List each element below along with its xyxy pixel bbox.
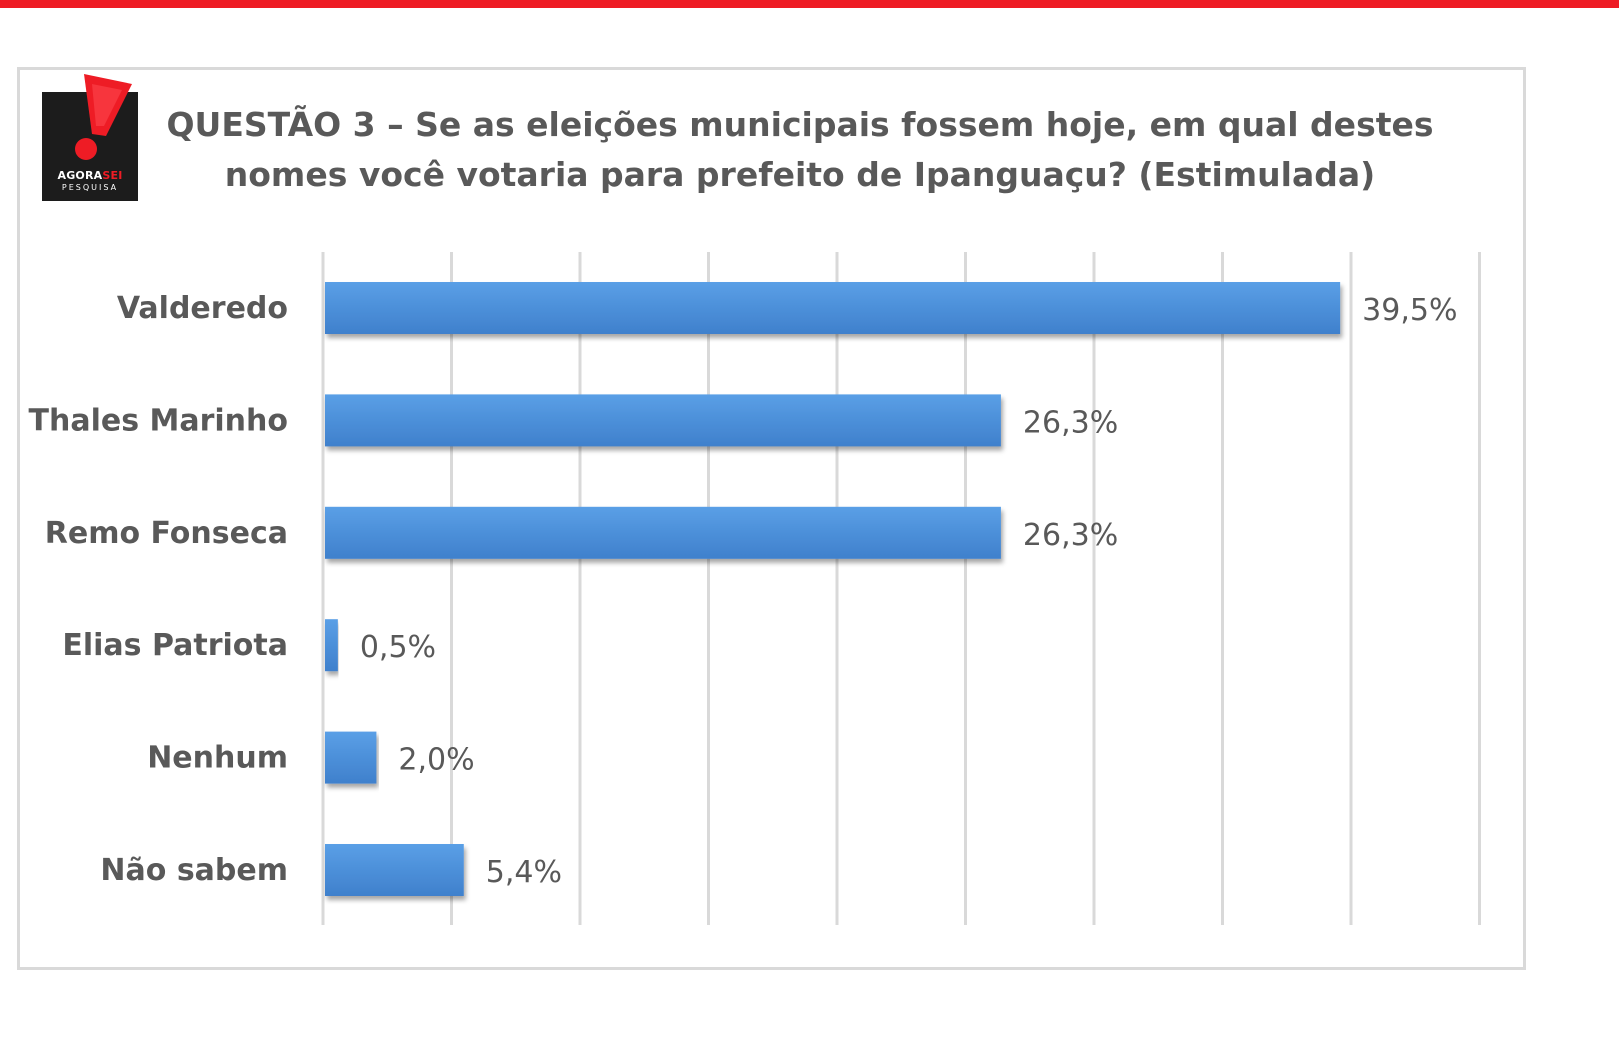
gridlines xyxy=(321,252,1481,925)
chart-title-line-1: QUESTÃO 3 – Se as eleições municipais fo… xyxy=(166,105,1434,144)
logo-brand-text: AGORASEI xyxy=(57,169,123,182)
value-label: 5,4% xyxy=(486,855,562,890)
bar xyxy=(325,844,464,896)
chart-title: QUESTÃO 3 – Se as eleições municipais fo… xyxy=(150,100,1450,200)
bar xyxy=(325,506,1001,559)
category-label: Thales Marinho xyxy=(29,403,289,438)
top-accent-bar xyxy=(0,0,1619,8)
exclamation-mark-icon xyxy=(75,74,132,160)
value-label: 26,3% xyxy=(1023,405,1118,440)
agorasei-logo: AGORASEI PESQUISA xyxy=(42,74,138,201)
value-label: 26,3% xyxy=(1023,518,1118,553)
category-label: Não sabem xyxy=(100,853,288,888)
value-label: 0,5% xyxy=(360,630,436,665)
category-label: Elias Patriota xyxy=(62,628,288,663)
category-label: Valderedo xyxy=(117,291,288,326)
chart-title-line-2: nomes você votaria para prefeito de Ipan… xyxy=(224,155,1376,194)
bars xyxy=(325,282,1341,896)
category-label: Nenhum xyxy=(147,741,288,776)
bar xyxy=(325,282,1341,334)
value-label: 39,5% xyxy=(1362,293,1457,328)
labels: Valderedo 39,5% Thales Marinho 26,3% Remo Fo… xyxy=(29,291,1458,890)
bar xyxy=(325,731,377,784)
value-label: 2,0% xyxy=(398,743,474,778)
bar xyxy=(325,394,1001,447)
logo-subtitle: PESQUISA xyxy=(61,183,119,192)
bar xyxy=(325,619,338,672)
category-label: Remo Fonseca xyxy=(45,516,288,551)
